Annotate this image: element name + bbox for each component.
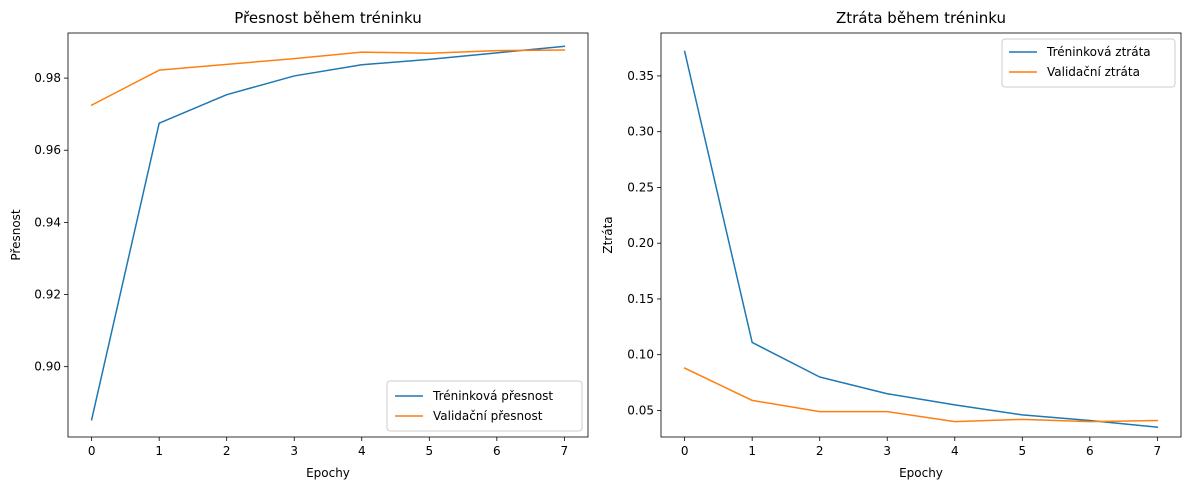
loss-x-tick-label: 4 — [951, 444, 959, 458]
accuracy-legend-box — [386, 380, 583, 432]
accuracy-y-tick-label: 0.98 — [34, 71, 61, 85]
accuracy-x-tick-label: 7 — [561, 444, 569, 458]
loss-y-tick-label: 0.10 — [627, 348, 654, 362]
accuracy-series-validation-line — [90, 49, 566, 107]
accuracy-legend-label-training: Tréninková přesnost — [432, 389, 553, 403]
loss-x-tick-label: 0 — [681, 444, 689, 458]
accuracy-legend: Tréninková přesnost Validační přesnost — [386, 380, 583, 432]
loss-y-tick-label: 0.20 — [627, 236, 654, 250]
loss-y-tick-label: 0.35 — [627, 69, 654, 83]
accuracy-chart: Přesnost během tréninku 0 1 2 3 4 5 6 7 0.90 0.92… — [9, 9, 589, 480]
accuracy-chart-title: Přesnost během tréninku — [234, 9, 422, 27]
loss-x-tick-label: 7 — [1154, 444, 1162, 458]
accuracy-x-tick-label: 6 — [493, 444, 501, 458]
loss-legend: Tréninková ztráta Validační ztráta — [1001, 38, 1176, 88]
accuracy-x-tick-label: 0 — [88, 444, 96, 458]
loss-chart: Ztráta během tréninku 0 1 2 3 4 5 6 7 0.05 0.10 0.… — [601, 9, 1182, 480]
loss-series-validation-line — [683, 367, 1159, 423]
accuracy-legend-label-validation: Validační přesnost — [433, 409, 543, 423]
loss-x-tick-label: 5 — [1018, 444, 1026, 458]
loss-x-tick-label: 1 — [748, 444, 756, 458]
accuracy-x-tick-label: 5 — [425, 444, 433, 458]
accuracy-y-tick-label: 0.94 — [34, 215, 61, 229]
loss-series-training-line — [683, 50, 1159, 429]
accuracy-x-tick-label: 1 — [155, 444, 163, 458]
loss-marks: 0 1 2 3 4 5 6 7 0.05 0.10 0.15 0.20 0.25 0.30 0.35 — [627, 50, 1162, 458]
accuracy-y-tick-label: 0.92 — [34, 288, 61, 302]
accuracy-series-training-line — [90, 45, 566, 421]
loss-y-tick-label: 0.05 — [627, 403, 654, 417]
accuracy-x-tick-label: 3 — [290, 444, 298, 458]
loss-x-tick-label: 2 — [816, 444, 824, 458]
accuracy-x-tick-label: 2 — [223, 444, 231, 458]
loss-legend-label-training: Tréninková ztráta — [1046, 45, 1151, 59]
loss-plot-area — [660, 32, 1182, 438]
loss-x-tick-label: 6 — [1086, 444, 1094, 458]
loss-legend-box — [1001, 38, 1176, 88]
accuracy-y-axis-label: Přesnost — [9, 209, 23, 261]
accuracy-y-tick-label: 0.90 — [34, 360, 61, 374]
accuracy-marks: 0 1 2 3 4 5 6 7 0.90 0.92 0.94 0.96 0.98 — [34, 45, 569, 458]
accuracy-y-tick-label: 0.96 — [34, 143, 61, 157]
accuracy-x-axis-label: Epochy — [306, 466, 350, 480]
accuracy-x-tick-label: 4 — [358, 444, 366, 458]
loss-y-tick-label: 0.15 — [627, 292, 654, 306]
loss-chart-title: Ztráta během tréninku — [836, 9, 1006, 27]
loss-x-tick-label: 3 — [883, 444, 891, 458]
loss-y-tick-label: 0.25 — [627, 180, 654, 194]
loss-y-axis-label: Ztráta — [601, 216, 615, 253]
loss-x-axis-label: Epochy — [899, 466, 943, 480]
loss-y-tick-label: 0.30 — [627, 125, 654, 139]
loss-legend-label-validation: Validační ztráta — [1047, 65, 1140, 79]
accuracy-plot-area — [67, 32, 589, 438]
